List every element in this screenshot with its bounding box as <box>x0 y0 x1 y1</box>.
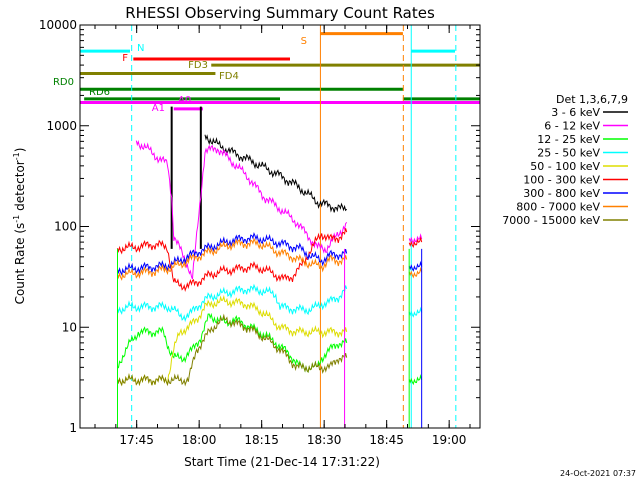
y-axis-label-sup2: -1 <box>12 152 21 160</box>
flag-label: S <box>301 36 307 47</box>
y-axis-label-end: ) <box>13 148 27 153</box>
legend-entry: 800 - 7000 keV <box>516 201 600 214</box>
series-line <box>408 306 423 318</box>
y-tick-label: 1000 <box>46 119 77 133</box>
x-tick-label: 18:45 <box>369 433 404 447</box>
series-line <box>135 139 348 280</box>
flag-label: A0 <box>178 95 191 106</box>
flag-label: A1 <box>152 103 165 114</box>
legend-entry: 100 - 300 keV <box>523 174 600 187</box>
flags-layer <box>80 32 480 111</box>
legend-entry: 12 - 25 keV <box>537 133 600 146</box>
flag-label: RD6 <box>89 87 110 98</box>
x-tick-label: 17:45 <box>119 433 154 447</box>
y-axis-label-mid: detector <box>13 160 27 215</box>
y-tick-label: 1 <box>69 421 77 435</box>
series-line <box>204 134 348 213</box>
flag-label: N <box>137 43 144 54</box>
legend-entry: 7000 - 15000 keV <box>502 214 600 227</box>
legend-entry: 3 - 6 keV <box>551 106 600 119</box>
series-layer <box>117 134 423 428</box>
legend-entry: 50 - 100 keV <box>530 160 600 173</box>
series-line <box>117 313 348 387</box>
legend-title: Det 1,3,6,7,9 <box>556 93 628 106</box>
y-tick-label: 10 <box>62 320 77 334</box>
series-line <box>408 260 423 272</box>
y-axis-label-sup1: -1 <box>12 215 21 223</box>
y-axis-label-main: Count Rate (s <box>13 223 27 305</box>
y-tick-label: 100 <box>54 220 77 234</box>
legend-entry: 300 - 800 keV <box>523 187 600 200</box>
legend-entry: 6 - 12 keV <box>544 120 600 133</box>
x-axis: 17:45 18:00 18:15 18:30 18:45 19:00 <box>94 25 471 447</box>
flag-label: FD4 <box>219 71 239 82</box>
flag-label: FD3 <box>188 60 208 71</box>
series-line <box>117 231 348 276</box>
series-line <box>408 233 423 245</box>
plot-area <box>80 25 480 428</box>
y-tick-label: 10000 <box>39 18 77 32</box>
x-tick-label: 18:30 <box>307 433 342 447</box>
series-line <box>408 266 423 279</box>
y-axis: 1 10 100 1000 10000 <box>39 18 480 435</box>
chart-title: RHESSI Observing Summary Count Rates <box>125 4 435 22</box>
flag-label: F <box>122 53 128 64</box>
series-line <box>408 373 423 386</box>
flag-label: RD0 <box>53 77 74 88</box>
x-tick-label: 18:15 <box>244 433 279 447</box>
series-line <box>408 236 423 248</box>
series-line <box>117 283 348 323</box>
x-tick-label: 19:00 <box>432 433 467 447</box>
legend-entry: 25 - 50 keV <box>537 147 600 160</box>
x-tick-label: 18:00 <box>182 433 217 447</box>
y-axis-label: Count Rate (s-1 detector-1) <box>12 148 27 305</box>
flag-labels: NF FD3 FD4 RD0 RD6 A0 A1 S <box>53 36 307 114</box>
series-line <box>117 237 348 281</box>
x-axis-label: Start Time (21-Dec-14 17:31:22) <box>184 455 380 469</box>
footer-timestamp: 24-Oct-2021 07:37 <box>560 469 636 478</box>
